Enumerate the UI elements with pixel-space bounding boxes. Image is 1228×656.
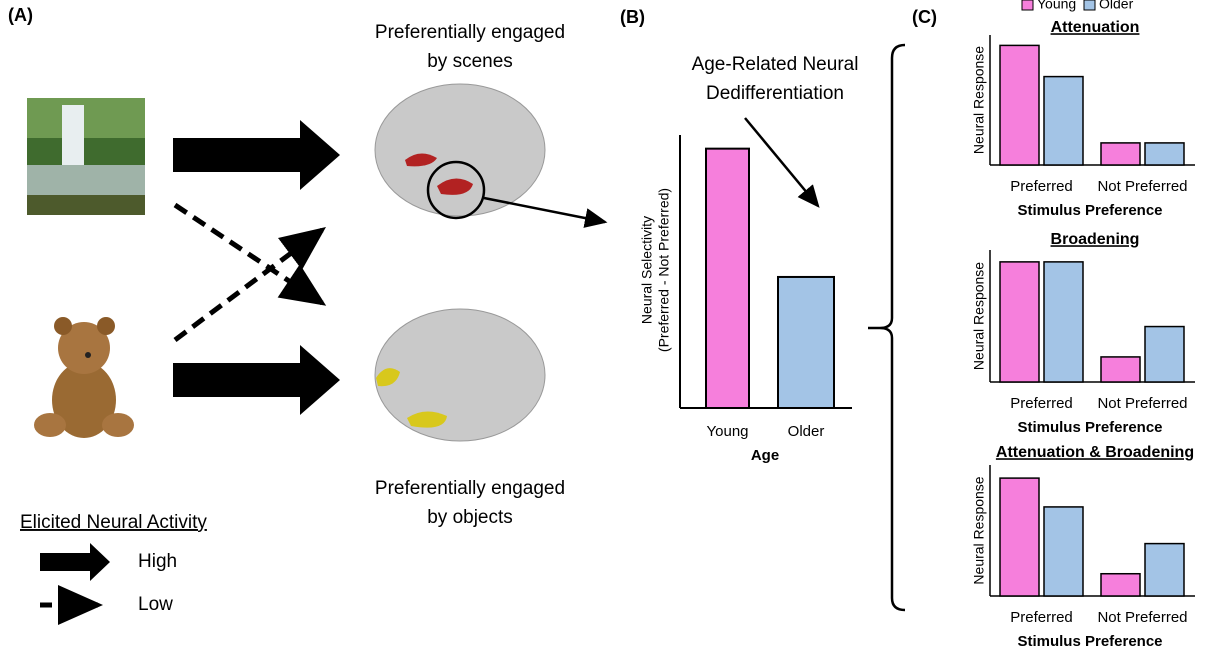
high-arrow: [173, 345, 340, 415]
x-tick-label: Preferred: [1010, 395, 1073, 412]
y-axis-label: Neural Response: [971, 262, 987, 370]
bar: [1101, 143, 1140, 165]
annotation: Age-Related Neural: [692, 54, 859, 75]
legend-label: Low: [138, 594, 173, 615]
bar: [1145, 327, 1184, 382]
bar: [706, 149, 749, 408]
bar: [778, 277, 834, 408]
bar: [1000, 478, 1039, 596]
x-tick-label: Not Preferred: [1097, 178, 1187, 195]
panel-label: (B): [620, 7, 645, 27]
legend-label: Young: [1037, 0, 1076, 12]
brain-objects: [375, 309, 545, 441]
bar: [1044, 262, 1083, 382]
y-axis-label: (Preferred - Not Preferred): [656, 188, 672, 352]
caption: Preferentially engaged: [375, 22, 565, 43]
x-axis-label: Stimulus Preference: [1017, 633, 1162, 650]
low-arrow: [175, 230, 322, 340]
object-image: [34, 317, 134, 438]
scene-image: [27, 98, 145, 215]
bar: [1145, 544, 1184, 596]
x-axis-label: Stimulus Preference: [1017, 419, 1162, 436]
chart-title: Broadening: [1051, 231, 1140, 248]
x-tick-label: Preferred: [1010, 609, 1073, 626]
low-arrow: [175, 205, 322, 303]
bar: [1044, 507, 1083, 596]
bar: [1044, 77, 1083, 165]
x-tick-label: Preferred: [1010, 178, 1073, 195]
bar: [1000, 262, 1039, 382]
x-tick-label: Older: [788, 423, 825, 440]
bar: [1101, 574, 1140, 596]
high-arrow: [173, 120, 340, 190]
figure: (A) Preferentially engaged by scenes Pre…: [0, 0, 1228, 656]
bar: [1145, 143, 1184, 165]
brain-scenes: [375, 84, 605, 222]
caption: Preferentially engaged: [375, 478, 565, 499]
x-tick-label: Young: [707, 423, 749, 440]
legend-title: Elicited Neural Activity: [20, 512, 207, 533]
legend-swatch: [1084, 0, 1095, 10]
y-axis-label: Neural Response: [971, 476, 987, 584]
chart-title: Attenuation & Broadening: [996, 444, 1194, 461]
bracket: [868, 45, 905, 610]
x-tick-label: Not Preferred: [1097, 395, 1187, 412]
chart-title: Attenuation: [1051, 19, 1140, 36]
panel-label: (A): [8, 5, 33, 25]
y-axis-label: Neural Selectivity: [639, 216, 655, 324]
caption: by scenes: [427, 51, 513, 72]
legend-label: Older: [1099, 0, 1134, 12]
legend-label: High: [138, 551, 177, 572]
legend-high-arrow: [40, 543, 110, 581]
annotation: Dedifferentiation: [706, 83, 844, 104]
legend-swatch: [1022, 0, 1033, 10]
y-axis-label: Neural Response: [971, 46, 987, 154]
annotation-arrow: [745, 118, 818, 206]
x-axis-label: Age: [751, 447, 779, 464]
bar: [1101, 357, 1140, 382]
bar: [1000, 45, 1039, 165]
caption: by objects: [427, 507, 513, 528]
x-tick-label: Not Preferred: [1097, 609, 1187, 626]
panel-label: (C): [912, 7, 937, 27]
x-axis-label: Stimulus Preference: [1017, 202, 1162, 219]
